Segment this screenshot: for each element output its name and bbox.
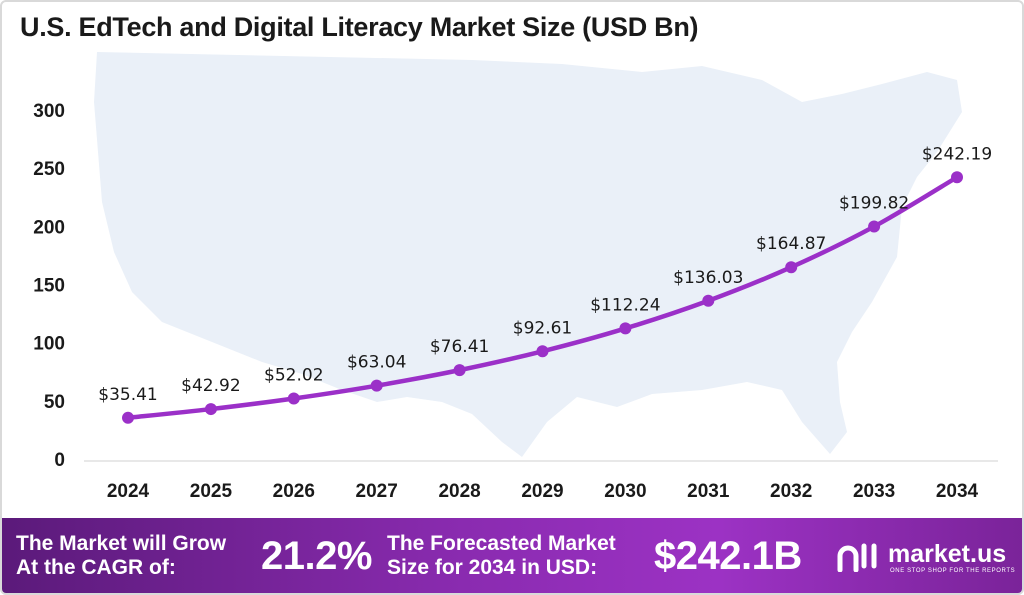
x-axis-ticks: 2024 2025 2026 2027 2028 2029 2030 2031 2032 2033…	[107, 481, 979, 502]
logo-tagline: ONE STOP SHOP FOR THE REPORTS	[890, 568, 1016, 574]
data-label: $199.82	[839, 194, 909, 214]
y-tick-label: 100	[33, 334, 65, 355]
data-point	[868, 220, 881, 233]
logo-name: market.us	[888, 540, 1007, 568]
forecast-caption-line2: Size for 2034 in USD:	[387, 556, 598, 579]
data-label: $92.61	[513, 318, 572, 338]
forecast-caption: The Forecasted Market Size for 2034 in U…	[387, 532, 616, 580]
cagr-caption-line2: At the CAGR of:	[16, 556, 176, 579]
data-label: $76.41	[430, 337, 489, 357]
x-tick-label: 2026	[273, 481, 315, 502]
x-tick-label: 2031	[687, 481, 730, 502]
x-tick-label: 2028	[438, 481, 480, 502]
x-tick-label: 2024	[107, 481, 150, 502]
y-tick-label: 150	[33, 276, 65, 297]
x-tick-label: 2030	[604, 481, 646, 502]
y-tick-label: 200	[33, 217, 65, 238]
data-label: $35.41	[98, 385, 157, 405]
y-tick-label: 50	[44, 392, 65, 413]
data-label: $164.87	[756, 234, 826, 254]
x-tick-label: 2032	[770, 481, 812, 502]
data-point	[370, 379, 383, 392]
y-tick-label: 0	[54, 450, 65, 471]
data-point	[204, 403, 217, 416]
data-point	[536, 345, 549, 358]
data-point	[951, 171, 963, 184]
us-map-background	[94, 52, 962, 457]
y-tick-label: 300	[33, 101, 65, 122]
data-point	[619, 322, 632, 335]
chart-title: U.S. EdTech and Digital Literacy Market …	[20, 12, 699, 42]
data-point	[785, 261, 798, 274]
data-label: $52.02	[264, 365, 323, 385]
data-point	[287, 392, 300, 405]
forecast-value: $242.1B	[654, 534, 802, 578]
data-label: $63.04	[347, 353, 406, 373]
cagr-value: 21.2%	[261, 534, 372, 578]
x-tick-label: 2027	[356, 481, 398, 502]
y-tick-label: 250	[33, 159, 65, 180]
data-label: $242.19	[922, 144, 992, 164]
forecast-caption-line1: The Forecasted Market	[387, 532, 616, 555]
x-tick-label: 2033	[853, 481, 895, 502]
x-tick-label: 2025	[190, 481, 233, 502]
data-label: $112.24	[590, 295, 660, 315]
market-us-logo-icon	[837, 543, 877, 572]
x-tick-label: 2034	[936, 481, 979, 502]
market-us-logo[interactable]: market.us ONE STOP SHOP FOR THE REPORTS	[836, 536, 1016, 580]
cagr-caption-line1: The Market will Grow	[16, 532, 227, 555]
data-point	[122, 411, 134, 424]
y-axis-ticks: 0 50 100 150 200 250 300	[33, 101, 65, 471]
data-label: $42.92	[181, 376, 240, 396]
data-point	[702, 294, 715, 307]
data-point	[453, 364, 466, 377]
series-points	[122, 171, 963, 424]
x-tick-label: 2029	[521, 481, 563, 502]
cagr-caption: The Market will Grow At the CAGR of:	[16, 532, 226, 580]
data-label: $136.03	[673, 268, 743, 288]
footer-banner: The Market will Grow At the CAGR of: 21.…	[2, 518, 1022, 593]
data-labels: $35.41 $42.92 $52.02 $63.04 $76.41 $92.61 $112…	[98, 144, 992, 405]
